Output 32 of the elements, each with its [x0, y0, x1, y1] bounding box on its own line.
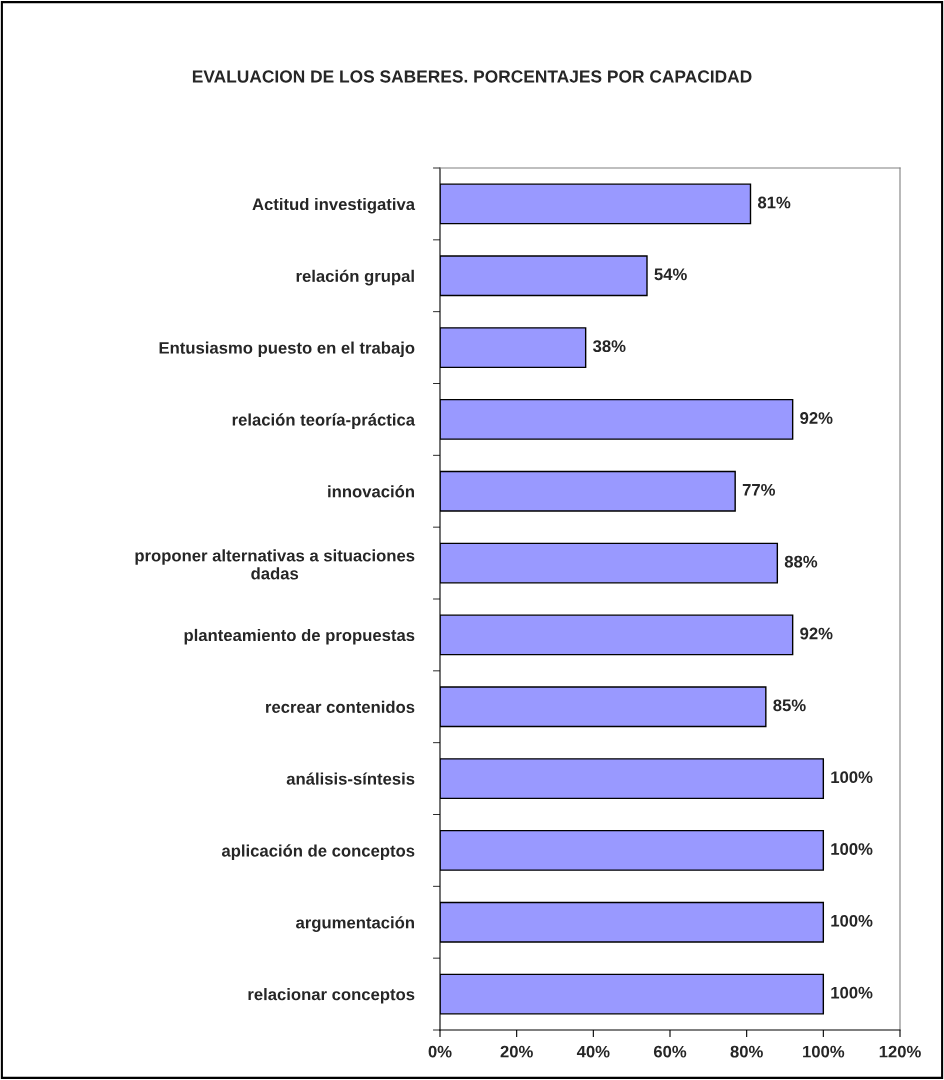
y-tick-label: proponer alternativas a situaciones dadas	[135, 549, 415, 580]
y-tick-label: innovación	[328, 485, 414, 498]
data-label: 81%	[757, 196, 791, 209]
y-tick-label: relación grupal	[296, 269, 414, 286]
x-tick-label: 100%	[803, 1045, 845, 1058]
data-label: 100%	[831, 771, 873, 784]
y-tick-label: planteamiento de propuestas	[184, 628, 415, 645]
y-tick-label: aplicación de conceptos	[221, 844, 415, 860]
data-label: 92%	[800, 627, 833, 640]
data-label: 100%	[831, 914, 873, 927]
data-label: 88%	[784, 555, 818, 568]
y-tick-label: argumentación	[296, 916, 414, 932]
data-label: 77%	[742, 483, 776, 496]
y-tick-label: Entusiasmo puesto en el trabajo	[159, 341, 415, 358]
x-tick-label: 20%	[500, 1045, 533, 1058]
data-label: 54%	[654, 268, 687, 281]
y-tick-label: recrear contenidos	[266, 700, 415, 713]
y-tick-label: relación teoría-práctica	[232, 413, 416, 429]
y-tick-label: análisis-síntesis	[286, 772, 415, 785]
x-tick-label: 0%	[428, 1045, 452, 1058]
data-label: 85%	[773, 699, 806, 712]
data-label: 100%	[831, 843, 873, 855]
data-label: 38%	[592, 340, 626, 353]
data-label: 92%	[800, 412, 833, 424]
y-tick-label: Actitud investigativa	[252, 197, 416, 214]
x-tick-label: 80%	[730, 1045, 763, 1058]
chart-title: EVALUACION DE LOS SABERES. PORCENTAJES POR CAPACIDAD	[192, 70, 752, 83]
data-label: 100%	[831, 986, 873, 999]
x-tick-label: 40%	[576, 1045, 610, 1058]
y-tick-label: relacionar conceptos	[248, 988, 415, 1004]
x-tick-label: 120%	[879, 1045, 921, 1058]
x-tick-label: 60%	[653, 1045, 687, 1058]
